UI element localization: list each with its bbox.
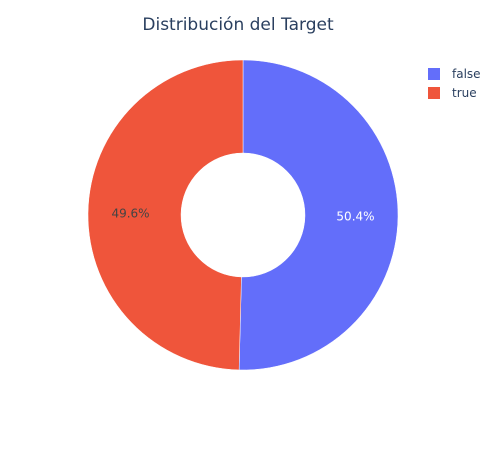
legend-swatch-false bbox=[428, 68, 440, 80]
legend-item-true[interactable]: true bbox=[428, 86, 477, 100]
legend-item-false[interactable]: false bbox=[428, 67, 481, 81]
pie-slice-false bbox=[238, 59, 399, 371]
legend-label-true: true bbox=[452, 86, 477, 100]
chart-title: Distribución del Target bbox=[142, 15, 334, 35]
pie-slices bbox=[87, 59, 399, 371]
legend: false true bbox=[428, 67, 481, 100]
slice-label-false: 50.4% bbox=[336, 209, 374, 223]
slice-labels: 50.4% 49.6% bbox=[111, 207, 374, 224]
slice-label-true: 49.6% bbox=[111, 207, 149, 221]
pie-slice-true bbox=[87, 59, 244, 371]
legend-swatch-true bbox=[428, 87, 440, 99]
legend-label-false: false bbox=[452, 67, 481, 81]
